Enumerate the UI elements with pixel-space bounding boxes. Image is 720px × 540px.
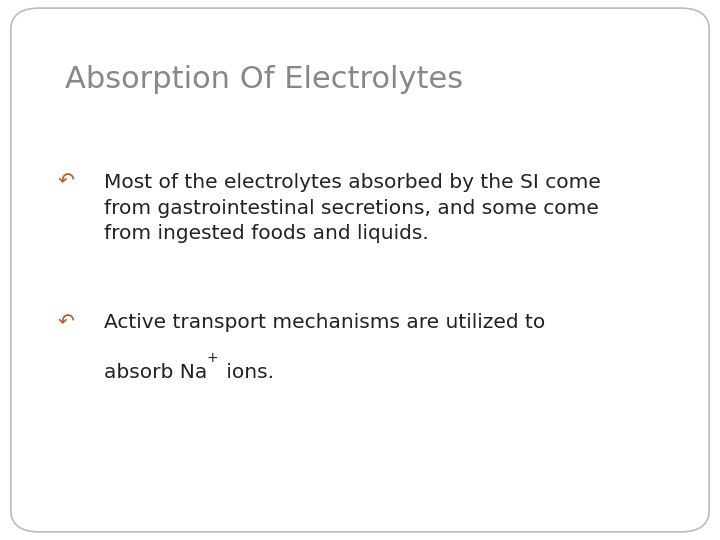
FancyBboxPatch shape bbox=[11, 8, 709, 532]
Text: ↶: ↶ bbox=[58, 173, 74, 192]
Text: Most of the electrolytes absorbed by the SI come
from gastrointestinal secretion: Most of the electrolytes absorbed by the… bbox=[104, 173, 601, 244]
Text: ions.: ions. bbox=[220, 363, 274, 382]
Text: +: + bbox=[207, 351, 218, 365]
Text: Active transport mechanisms are utilized to: Active transport mechanisms are utilized… bbox=[104, 313, 546, 332]
Text: ↶: ↶ bbox=[58, 313, 74, 332]
Text: absorb Na: absorb Na bbox=[104, 363, 207, 382]
Text: Absorption Of Electrolytes: Absorption Of Electrolytes bbox=[65, 65, 463, 94]
